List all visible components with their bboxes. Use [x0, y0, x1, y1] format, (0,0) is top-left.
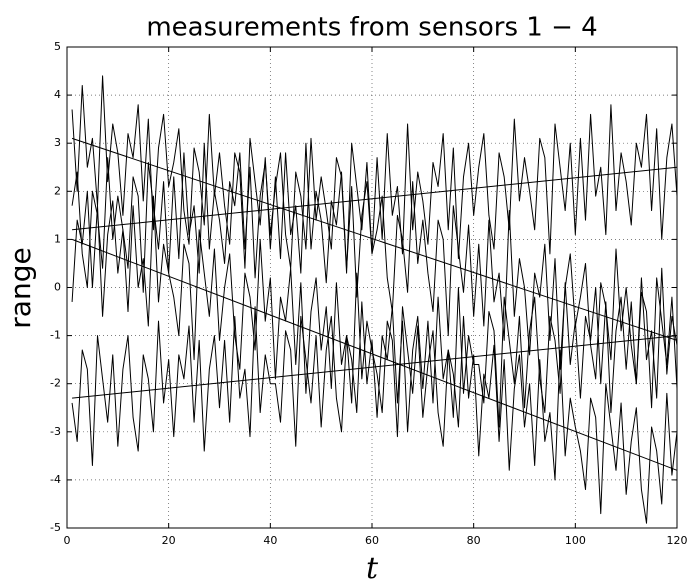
y-tick-label: -4 [50, 473, 61, 486]
series-line [71, 75, 678, 409]
y-tick-label: 0 [54, 281, 61, 294]
series-line [72, 335, 678, 399]
series-line [71, 238, 678, 471]
y-tick-label: 3 [54, 136, 61, 149]
series-line [71, 137, 678, 341]
x-tick-label: 120 [667, 534, 688, 547]
series-line [71, 190, 678, 524]
y-tick-label: 5 [54, 40, 61, 53]
y-tick-label: 4 [54, 88, 61, 101]
x-tick-label: 20 [162, 534, 176, 547]
x-tick-label: 100 [565, 534, 586, 547]
y-tick-label: -3 [50, 425, 61, 438]
x-axis-label: t [366, 551, 379, 586]
y-tick-label: 1 [54, 232, 61, 245]
x-tick-label: 0 [64, 534, 71, 547]
chart-title: measurements from sensors 1 − 4 [146, 13, 597, 43]
series-line [72, 166, 678, 231]
y-axis-label: range [4, 247, 37, 328]
series-line [71, 104, 678, 293]
plot-frame [66, 46, 678, 529]
y-tick-label: -2 [50, 377, 61, 390]
y-tick-label: -1 [50, 329, 61, 342]
y-tick-label: -5 [50, 521, 61, 534]
y-tick-label: 2 [54, 184, 61, 197]
x-tick-label: 40 [263, 534, 277, 547]
series-line [71, 267, 678, 466]
x-tick-label: 60 [365, 534, 379, 547]
x-tick-label: 80 [467, 534, 481, 547]
